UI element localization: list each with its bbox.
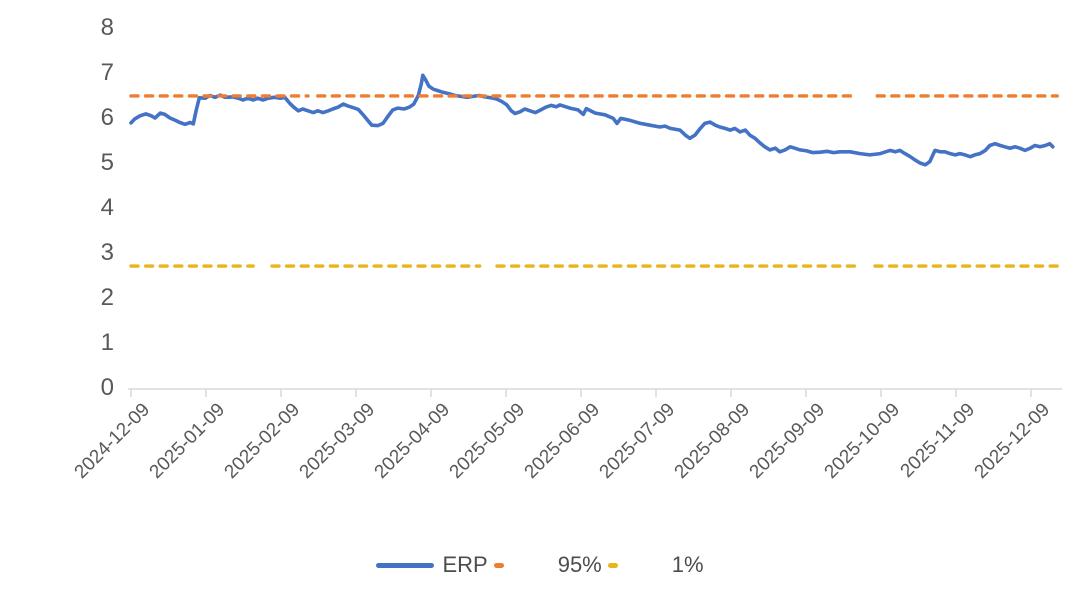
dash-95-sample-icon [493, 562, 552, 568]
y-axis-label: 2 [100, 284, 114, 311]
y-axis-label: 4 [100, 194, 114, 221]
y-axis-label: 5 [100, 149, 114, 176]
y-axis-label: 7 [100, 59, 114, 86]
erp-line-series [129, 73, 1055, 167]
y-axis-label: 3 [100, 239, 114, 266]
legend-item-95: 95% [493, 552, 602, 578]
y-axis-label: 1 [100, 329, 114, 356]
dash-1-sample-icon [607, 562, 666, 568]
y-axis-label: 6 [100, 104, 114, 131]
erp-line-sample-icon [376, 562, 435, 568]
y-axis-label: 8 [100, 14, 114, 41]
legend-label-erp: ERP [442, 552, 488, 577]
y-axis-label: 0 [100, 374, 114, 401]
legend-label-1: 1% [671, 552, 704, 577]
legend-label-95: 95% [557, 552, 602, 577]
legend-item-erp: ERP [376, 552, 488, 578]
legend: ERP 95% 1% [0, 549, 1080, 581]
legend-item-1: 1% [607, 552, 704, 578]
